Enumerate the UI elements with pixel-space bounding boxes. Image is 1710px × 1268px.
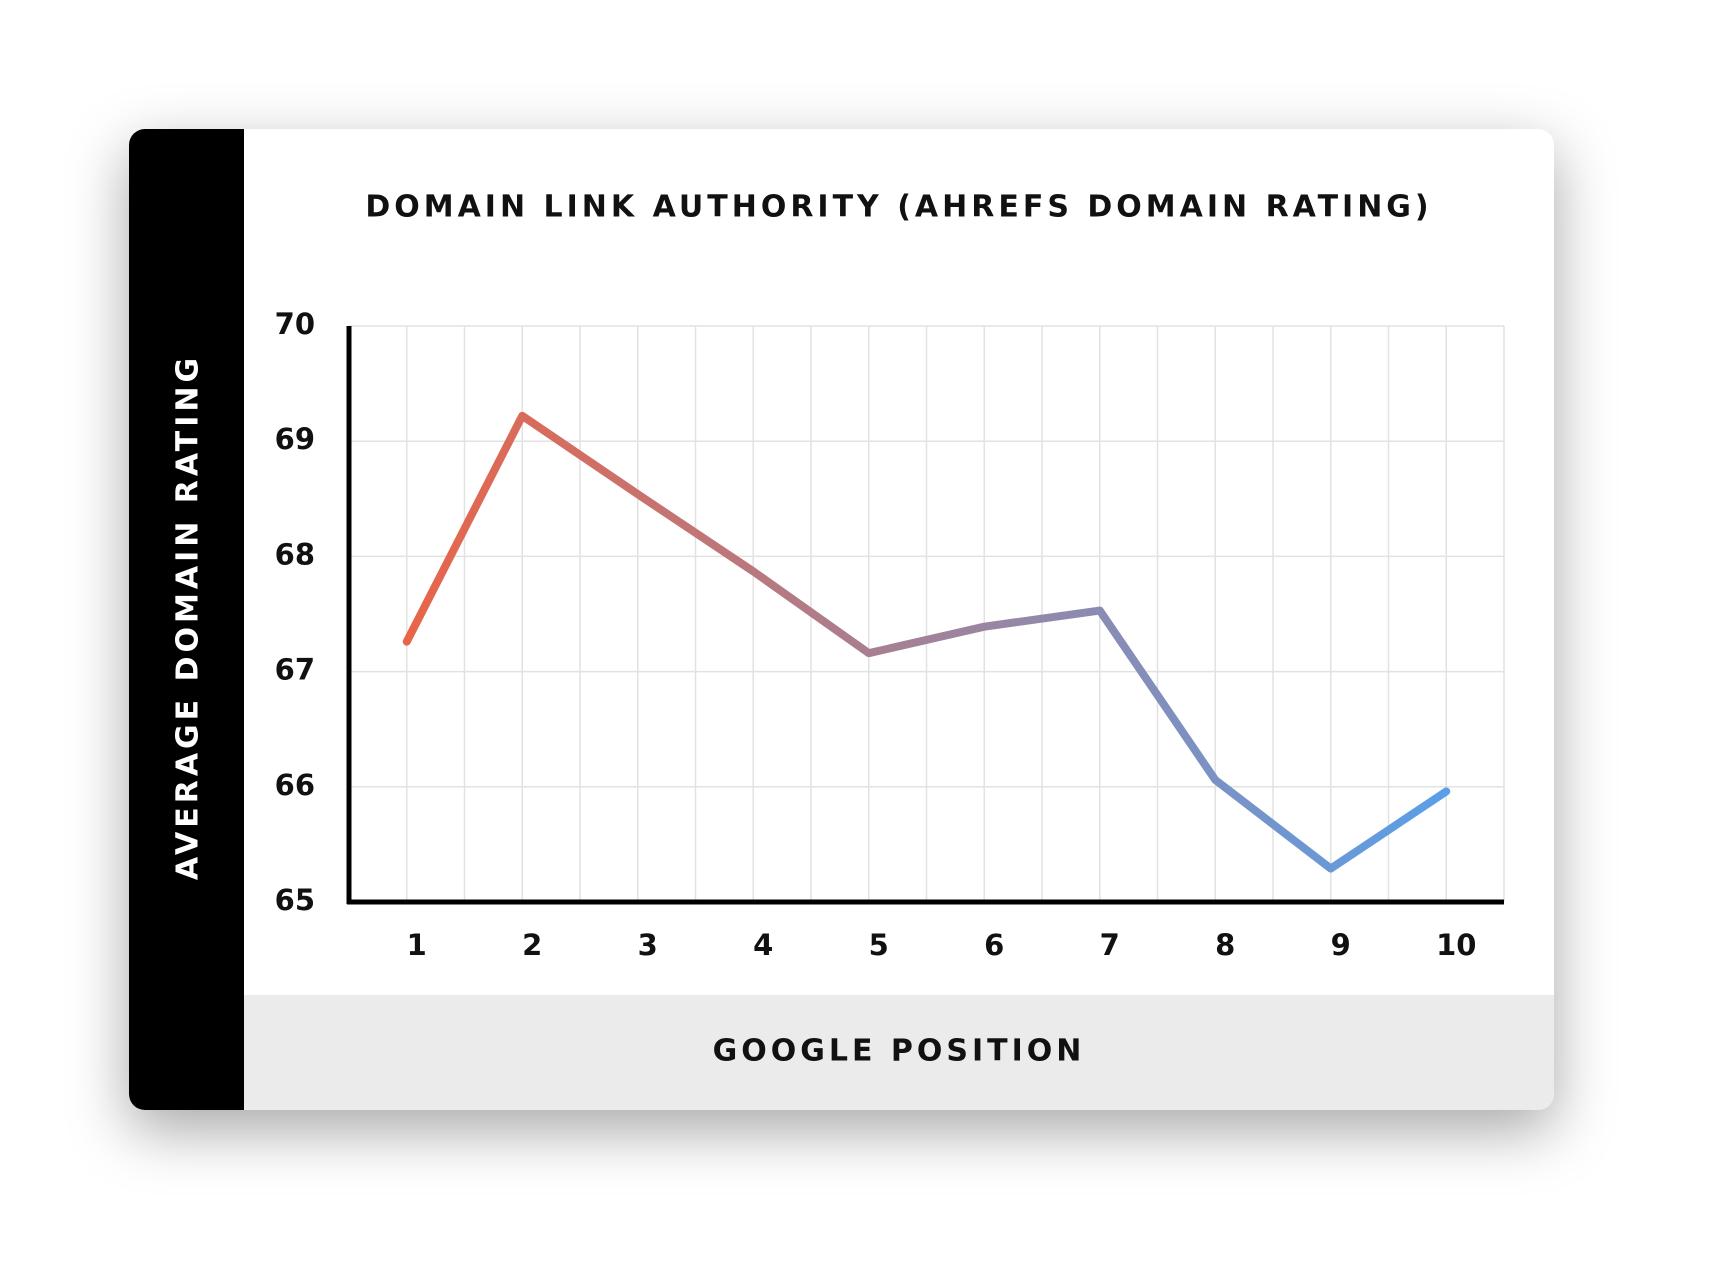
x-tick-label: 10 (1436, 928, 1476, 962)
chart-title: DOMAIN LINK AUTHORITY (AHREFS DOMAIN RAT… (365, 190, 1432, 225)
card (129, 129, 1554, 1110)
y-tick-label: 65 (275, 883, 315, 917)
x-tick-label: 4 (753, 928, 773, 962)
y-tick-label: 68 (275, 537, 315, 571)
x-tick-label: 9 (1331, 928, 1351, 962)
y-axis-label: AVERAGE DOMAIN RATING (171, 354, 206, 880)
y-tick-label: 66 (275, 768, 315, 802)
x-tick-label: 3 (638, 928, 658, 962)
footer-band (244, 995, 1554, 1110)
x-tick-label: 6 (984, 928, 1004, 962)
y-tick-label: 69 (275, 422, 315, 456)
y-tick-label: 70 (275, 307, 315, 341)
x-tick-label: 1 (407, 928, 427, 962)
x-tick-label: 2 (522, 928, 542, 962)
x-tick-label: 7 (1100, 928, 1120, 962)
x-tick-label: 8 (1215, 928, 1235, 962)
x-tick-label: 5 (869, 928, 889, 962)
data-line (402, 411, 1451, 873)
y-tick-label: 67 (275, 653, 315, 687)
sidebar (129, 129, 244, 1110)
x-axis-label: GOOGLE POSITION (713, 1034, 1086, 1069)
